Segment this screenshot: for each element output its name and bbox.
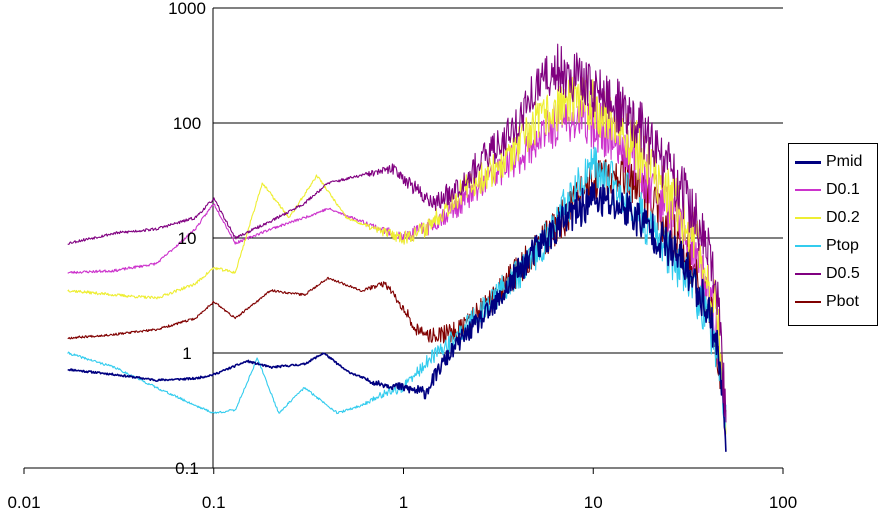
legend-label: D0.5 bbox=[826, 265, 860, 282]
legend-swatch bbox=[795, 301, 821, 303]
legend-item-Ptop: Ptop bbox=[795, 236, 859, 256]
y-tick-label-1: 1 bbox=[182, 344, 191, 363]
x-tick-label-2: 1 bbox=[399, 493, 408, 512]
x-ticks bbox=[23, 468, 784, 474]
legend-item-Pbot: Pbot bbox=[795, 292, 859, 312]
x-tick-label-1: 0.1 bbox=[202, 493, 226, 512]
x-tick-label-3: 10 bbox=[584, 493, 603, 512]
series-line-Pbot bbox=[67, 154, 727, 430]
y-tick-labels: 0.1 1 10 100 1000 bbox=[168, 0, 206, 478]
legend-label: D0.1 bbox=[826, 181, 860, 198]
legend: Pmid D0.1 D0.2 Ptop D0.5 Pbot bbox=[788, 143, 878, 326]
legend-swatch bbox=[795, 189, 821, 191]
legend-swatch bbox=[795, 217, 821, 219]
series-line-D0.5 bbox=[67, 43, 727, 423]
y-tick-label-4: 1000 bbox=[168, 0, 206, 18]
legend-label: D0.2 bbox=[826, 209, 860, 226]
legend-swatch bbox=[795, 273, 821, 275]
legend-swatch bbox=[795, 245, 821, 247]
series-line-Pmid bbox=[67, 182, 727, 452]
legend-item-D0.1: D0.1 bbox=[795, 180, 860, 200]
x-tick-label-0: 0.01 bbox=[7, 493, 40, 512]
legend-label: Pbot bbox=[826, 293, 859, 310]
y-tick-label-0: 0.1 bbox=[175, 459, 199, 478]
legend-label: Pmid bbox=[826, 153, 863, 170]
x-tick-labels: 0.01 0.1 1 10 100 bbox=[7, 493, 797, 512]
legend-item-D0.2: D0.2 bbox=[795, 208, 860, 228]
legend-label: Ptop bbox=[826, 237, 859, 254]
y-tick-label-3: 100 bbox=[173, 114, 201, 133]
series-layer bbox=[67, 43, 727, 452]
legend-item-D0.5: D0.5 bbox=[795, 264, 860, 284]
legend-item-Pmid: Pmid bbox=[795, 152, 862, 172]
series-line-Ptop bbox=[67, 146, 727, 429]
y-tick-label-2: 10 bbox=[178, 229, 197, 248]
x-tick-label-4: 100 bbox=[769, 493, 797, 512]
legend-swatch bbox=[795, 160, 821, 164]
